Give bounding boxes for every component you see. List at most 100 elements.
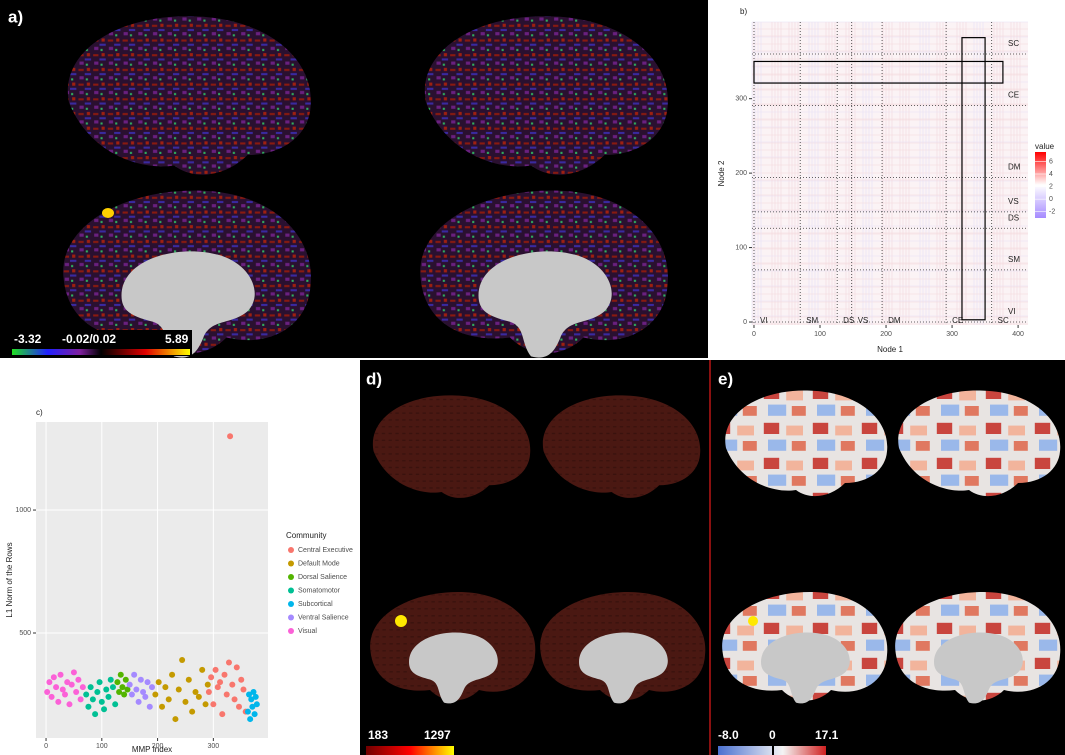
- point: [92, 711, 99, 718]
- point: [214, 684, 221, 691]
- x-tick-label: 200: [880, 331, 892, 338]
- point: [144, 679, 151, 686]
- point: [236, 703, 242, 710]
- point: [221, 671, 228, 678]
- colorbar: [366, 746, 454, 755]
- x-axis-title: Node 1: [877, 345, 903, 354]
- colorbar-label: 183: [368, 728, 388, 742]
- hotspot: [102, 208, 114, 218]
- colorbar-label: 5.89: [165, 332, 189, 346]
- legend-swatch: [288, 601, 294, 607]
- x-tick-label: 0: [44, 743, 48, 750]
- hotspot: [748, 616, 758, 626]
- point: [68, 681, 75, 688]
- point: [205, 689, 212, 696]
- legend-title: value: [1035, 142, 1055, 151]
- legend-label: Subcortical: [298, 601, 333, 608]
- y-tick-label: 1000: [15, 507, 31, 514]
- point: [83, 691, 90, 698]
- point: [121, 691, 128, 698]
- point: [159, 703, 166, 710]
- highlight-box: [753, 60, 1004, 84]
- point: [109, 684, 116, 691]
- community-label: SM: [1008, 255, 1020, 264]
- community-label: VS: [1008, 197, 1019, 206]
- colorbar-label: -0.02/0.02: [62, 332, 116, 346]
- point: [142, 693, 149, 700]
- highlight-box: [961, 37, 986, 321]
- point: [50, 674, 57, 681]
- point: [172, 716, 179, 723]
- point: [169, 671, 176, 678]
- x-axis-title: MMP Index: [132, 745, 172, 754]
- y-axis-title: L1 Norm of the Rows: [5, 542, 14, 617]
- y-tick-label: 0: [743, 319, 747, 326]
- community-label: DM: [1008, 163, 1021, 172]
- point: [85, 703, 92, 710]
- hotspot: [395, 615, 407, 627]
- community-label: CE: [952, 316, 963, 325]
- y-tick-label: 500: [19, 630, 31, 637]
- point: [227, 433, 234, 440]
- point: [152, 691, 159, 698]
- x-tick-label: 100: [96, 743, 108, 750]
- legend-tick-label: -2: [1049, 209, 1055, 216]
- point: [175, 686, 182, 693]
- point: [240, 686, 247, 693]
- point: [253, 701, 260, 708]
- point: [70, 669, 77, 676]
- point: [210, 701, 217, 708]
- legend-label: Central Executive: [298, 547, 353, 554]
- point: [223, 691, 230, 698]
- legend-swatch: [288, 560, 294, 567]
- point: [48, 693, 55, 700]
- point: [182, 698, 189, 705]
- legend-bar: [1035, 152, 1046, 218]
- x-tick-label: 300: [208, 743, 220, 750]
- point: [229, 681, 236, 688]
- community-label: DS: [843, 316, 854, 325]
- point: [233, 664, 240, 671]
- point: [238, 676, 245, 683]
- point: [101, 706, 108, 713]
- point: [189, 708, 196, 715]
- legend-tick-label: 2: [1049, 183, 1053, 190]
- legend-swatch: [288, 547, 294, 553]
- point: [87, 684, 94, 691]
- point: [192, 689, 199, 696]
- point: [53, 684, 60, 691]
- community-label: VS: [858, 316, 869, 325]
- legend-label: Default Mode: [298, 560, 340, 567]
- community-label: VI: [1008, 307, 1016, 316]
- point: [126, 681, 133, 688]
- point: [252, 693, 259, 700]
- point: [77, 696, 84, 703]
- community-label: SC: [998, 316, 1009, 325]
- point: [195, 693, 202, 700]
- point: [248, 696, 255, 703]
- point: [44, 689, 51, 696]
- x-tick-label: 300: [946, 331, 958, 338]
- point: [217, 679, 224, 686]
- point: [225, 659, 232, 666]
- point: [59, 686, 66, 693]
- point: [107, 676, 114, 683]
- point: [131, 671, 138, 678]
- community-label: VI: [760, 316, 768, 325]
- point: [246, 691, 253, 698]
- point: [46, 679, 53, 686]
- colorbar-label: -8.0: [718, 728, 739, 742]
- panel-label: a): [8, 7, 23, 26]
- point: [208, 674, 215, 681]
- plot-bg: [752, 22, 1028, 325]
- community-label: DS: [1008, 213, 1019, 222]
- point: [247, 716, 254, 723]
- point: [204, 681, 211, 688]
- point: [62, 691, 68, 698]
- point: [162, 684, 169, 691]
- panel-label: b): [740, 7, 747, 16]
- point: [250, 689, 257, 696]
- point: [179, 657, 186, 664]
- point: [155, 679, 162, 686]
